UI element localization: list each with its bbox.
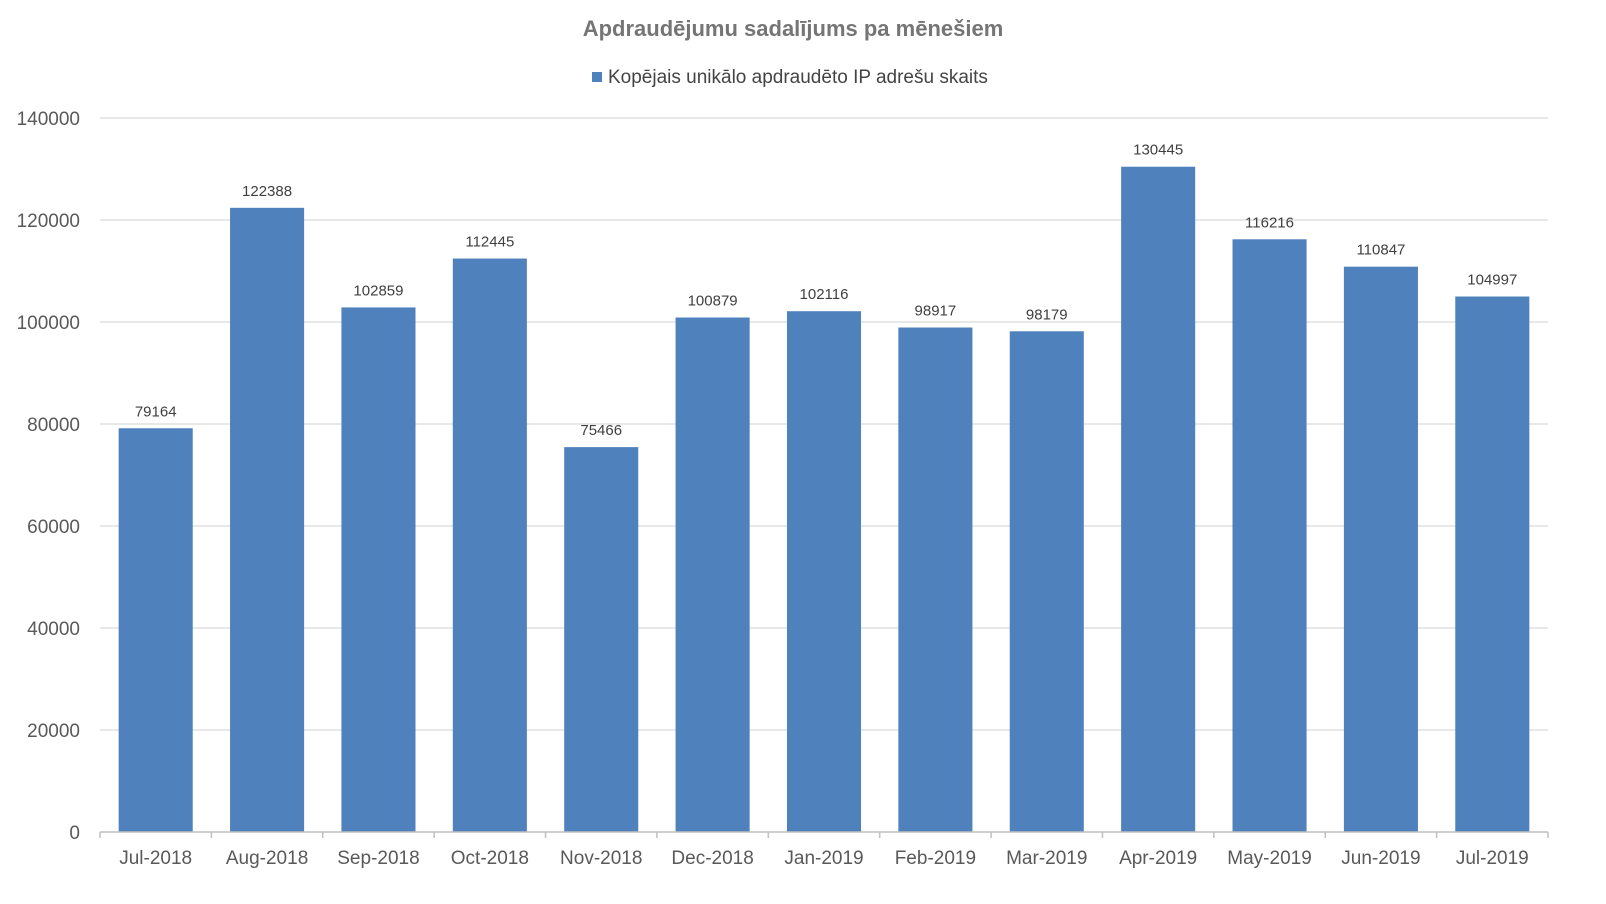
bar: [118, 428, 193, 832]
bar: [1009, 331, 1084, 832]
x-tick-label: Mar-2019: [1006, 848, 1087, 869]
y-tick-label: 20000: [27, 721, 80, 742]
bar: [1343, 266, 1418, 832]
x-axis: [99, 831, 1549, 838]
bar: [1232, 239, 1307, 832]
legend-swatch: [592, 72, 602, 82]
bar: [898, 327, 973, 832]
data-label: 102116: [800, 286, 849, 303]
data-label: 110847: [1356, 242, 1405, 259]
x-tick-label: Jul-2018: [119, 848, 192, 869]
x-tick-label: Jun-2019: [1341, 848, 1420, 869]
data-label: 104997: [1467, 272, 1517, 289]
bar: [786, 311, 862, 833]
y-axis-tick-labels: 0 20000 40000 60000 80000 100000 120000 140000: [17, 109, 80, 844]
bar: [1121, 166, 1196, 833]
bar: [452, 258, 527, 832]
data-label: 102859: [353, 282, 403, 299]
data-label: 75466: [580, 422, 622, 439]
data-label: 122388: [242, 183, 292, 200]
y-tick-label: 80000: [27, 415, 80, 436]
data-label: 112445: [465, 234, 514, 251]
bar: [1455, 296, 1530, 833]
x-tick-label: Jan-2019: [784, 848, 863, 869]
bars: [118, 166, 1530, 833]
data-label: 79164: [135, 403, 177, 420]
x-tick-label: Feb-2019: [895, 848, 976, 869]
x-tick-label: Sep-2018: [337, 848, 419, 869]
y-tick-label: 40000: [27, 619, 80, 640]
y-tick-label: 100000: [17, 313, 80, 334]
x-tick-label: Dec-2018: [671, 848, 753, 869]
y-tick-label: 140000: [17, 109, 80, 130]
y-tick-label: 120000: [17, 211, 80, 232]
legend: Kopējais unikālo apdraudēto IP adrešu sk…: [592, 67, 988, 88]
chart-title: Apdraudējumu sadalījums pa mēnešiem: [583, 16, 1004, 41]
x-tick-label: Nov-2018: [560, 848, 642, 869]
y-tick-label: 60000: [27, 517, 80, 538]
bar: [564, 447, 639, 832]
x-tick-label: Oct-2018: [451, 848, 529, 869]
x-tick-label: Apr-2019: [1119, 848, 1197, 869]
y-tick-label: 0: [69, 823, 80, 844]
bar: [341, 307, 416, 833]
data-label: 130445: [1133, 142, 1183, 159]
x-tick-label: Aug-2018: [226, 848, 308, 869]
data-label: 98917: [915, 303, 957, 320]
x-tick-label: May-2019: [1227, 848, 1312, 869]
x-tick-label: Jul-2019: [1456, 848, 1529, 869]
data-labels: 79164 122388 102859 112445 75466 100879 102116…: [135, 142, 1518, 439]
data-label: 98179: [1026, 306, 1068, 323]
bar: [675, 317, 750, 832]
data-label: 116216: [1245, 214, 1294, 231]
legend-label: Kopējais unikālo apdraudēto IP adrešu sk…: [608, 67, 988, 88]
x-axis-tick-labels: Jul-2018 Aug-2018 Sep-2018 Oct-2018 Nov-2018…: [119, 848, 1529, 869]
data-label: 100879: [688, 293, 738, 310]
bar: [230, 207, 305, 833]
